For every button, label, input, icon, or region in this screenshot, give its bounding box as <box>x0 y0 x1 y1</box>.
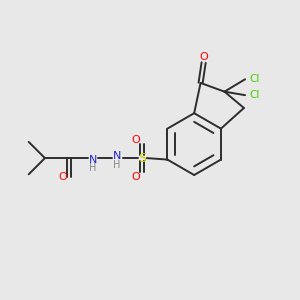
Text: S: S <box>138 152 146 165</box>
Text: O: O <box>59 172 68 182</box>
Text: N: N <box>89 155 98 166</box>
Text: H: H <box>113 160 120 170</box>
Text: O: O <box>131 134 140 145</box>
Text: N: N <box>113 151 122 161</box>
Text: Cl: Cl <box>249 90 260 100</box>
Text: H: H <box>89 163 96 172</box>
Text: Cl: Cl <box>249 74 260 84</box>
Text: O: O <box>131 172 140 182</box>
Text: O: O <box>199 52 208 62</box>
